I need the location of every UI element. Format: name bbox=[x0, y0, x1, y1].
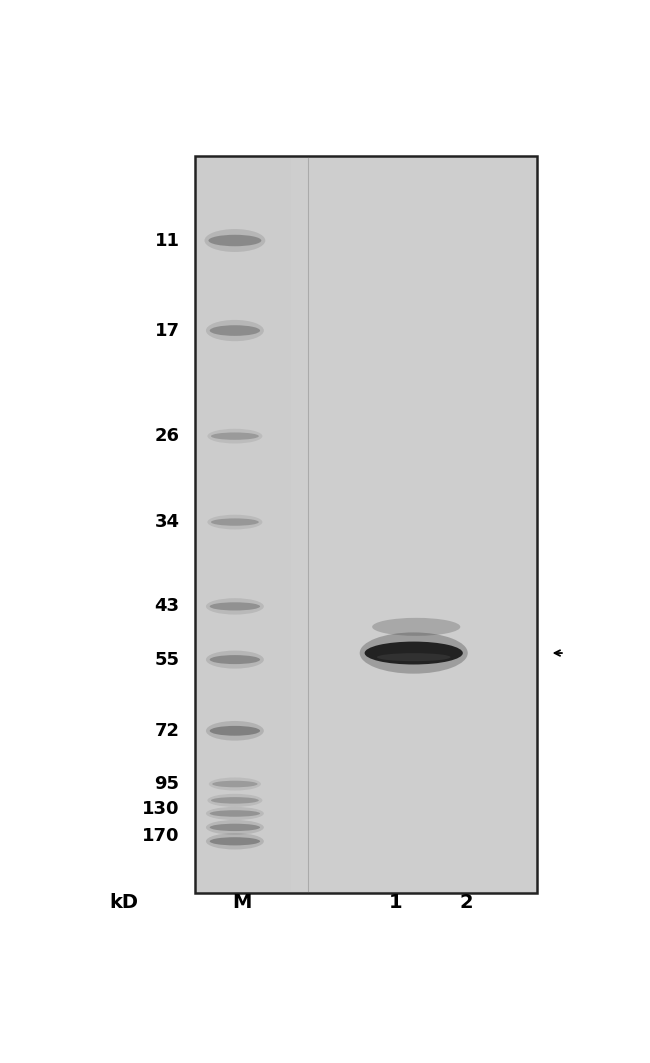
Ellipse shape bbox=[206, 320, 264, 341]
Text: 170: 170 bbox=[142, 827, 179, 845]
Ellipse shape bbox=[210, 838, 260, 845]
Ellipse shape bbox=[207, 514, 263, 529]
Text: 95: 95 bbox=[155, 775, 179, 793]
Ellipse shape bbox=[206, 651, 264, 669]
Ellipse shape bbox=[365, 642, 463, 664]
Ellipse shape bbox=[206, 833, 264, 849]
Ellipse shape bbox=[206, 820, 264, 834]
Ellipse shape bbox=[372, 618, 460, 636]
Ellipse shape bbox=[207, 428, 263, 443]
FancyBboxPatch shape bbox=[194, 156, 537, 893]
Ellipse shape bbox=[206, 721, 264, 741]
Text: 1: 1 bbox=[389, 893, 403, 912]
Ellipse shape bbox=[206, 598, 264, 614]
Text: kD: kD bbox=[110, 893, 138, 912]
Ellipse shape bbox=[377, 653, 450, 661]
Ellipse shape bbox=[210, 824, 260, 831]
Ellipse shape bbox=[210, 655, 260, 664]
Text: 26: 26 bbox=[155, 427, 179, 445]
Ellipse shape bbox=[210, 603, 260, 610]
Text: 11: 11 bbox=[155, 232, 179, 250]
Ellipse shape bbox=[210, 810, 260, 816]
Text: 43: 43 bbox=[155, 597, 179, 615]
Ellipse shape bbox=[212, 780, 257, 788]
Text: M: M bbox=[232, 893, 251, 912]
Text: 2: 2 bbox=[460, 893, 473, 912]
Text: 17: 17 bbox=[155, 321, 179, 339]
Text: 72: 72 bbox=[155, 722, 179, 740]
Text: 130: 130 bbox=[142, 799, 179, 817]
Ellipse shape bbox=[205, 229, 265, 252]
Ellipse shape bbox=[207, 794, 263, 807]
Ellipse shape bbox=[206, 807, 264, 820]
FancyBboxPatch shape bbox=[291, 157, 536, 891]
Ellipse shape bbox=[209, 235, 261, 247]
Ellipse shape bbox=[210, 325, 260, 336]
Text: 55: 55 bbox=[155, 651, 179, 669]
Ellipse shape bbox=[210, 726, 260, 736]
Ellipse shape bbox=[211, 519, 259, 526]
Ellipse shape bbox=[359, 632, 468, 674]
Ellipse shape bbox=[211, 797, 259, 804]
Ellipse shape bbox=[211, 433, 259, 440]
Text: 34: 34 bbox=[155, 513, 179, 532]
Ellipse shape bbox=[209, 777, 261, 791]
